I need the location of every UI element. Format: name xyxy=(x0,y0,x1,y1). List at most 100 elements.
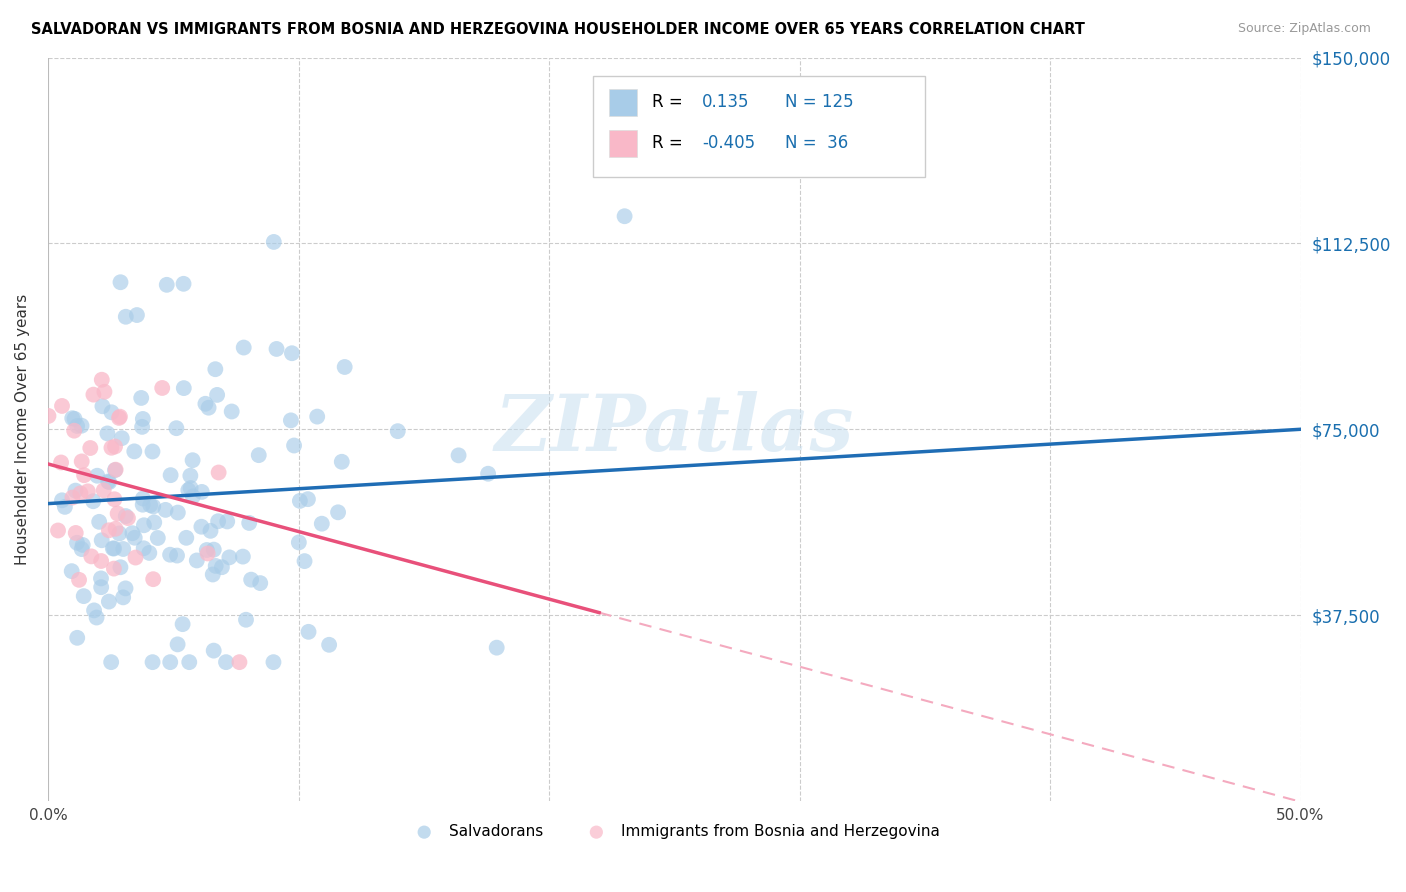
Point xyxy=(138,546,160,560)
Point xyxy=(318,638,340,652)
Point xyxy=(288,535,311,549)
Point xyxy=(207,514,229,528)
Point xyxy=(97,594,120,608)
Point xyxy=(90,554,112,568)
Point xyxy=(333,359,356,374)
Point xyxy=(330,455,353,469)
Point xyxy=(131,420,153,434)
Point xyxy=(200,524,222,538)
Point xyxy=(202,542,225,557)
Point xyxy=(179,468,201,483)
Point xyxy=(294,554,316,568)
Point xyxy=(173,381,195,395)
Point xyxy=(132,412,155,426)
Point xyxy=(66,535,89,549)
Point xyxy=(63,424,86,438)
Point xyxy=(60,564,83,578)
Point xyxy=(89,515,111,529)
Point xyxy=(281,346,304,360)
Point xyxy=(51,399,73,413)
Point xyxy=(83,603,105,617)
Text: Source: ZipAtlas.com: Source: ZipAtlas.com xyxy=(1237,22,1371,36)
Point xyxy=(173,277,195,291)
FancyBboxPatch shape xyxy=(609,129,637,156)
Point xyxy=(46,524,69,538)
Point xyxy=(191,484,214,499)
Text: R =: R = xyxy=(652,94,688,112)
Point xyxy=(202,643,225,657)
Point xyxy=(447,448,470,462)
Point xyxy=(156,277,179,292)
Point xyxy=(217,515,239,529)
Point xyxy=(90,571,112,585)
Point xyxy=(129,391,152,405)
Point xyxy=(172,617,194,632)
Point xyxy=(93,384,115,399)
Point xyxy=(93,483,115,498)
Point xyxy=(326,505,349,519)
Point xyxy=(232,341,254,355)
Point xyxy=(387,424,409,438)
Point xyxy=(107,507,129,521)
Point xyxy=(108,526,131,541)
Point xyxy=(280,413,302,427)
Point xyxy=(194,397,217,411)
Text: N =  36: N = 36 xyxy=(785,134,848,153)
Point xyxy=(104,463,127,477)
Text: SALVADORAN VS IMMIGRANTS FROM BOSNIA AND HERZEGOVINA HOUSEHOLDER INCOME OVER 65 : SALVADORAN VS IMMIGRANTS FROM BOSNIA AND… xyxy=(31,22,1085,37)
Point xyxy=(204,362,226,376)
Point xyxy=(103,541,125,556)
Point xyxy=(60,411,83,425)
Point xyxy=(90,580,112,594)
Point xyxy=(51,493,73,508)
Point xyxy=(297,624,319,639)
Point xyxy=(73,589,96,603)
Point xyxy=(249,576,271,591)
Point xyxy=(165,421,187,435)
Point xyxy=(235,613,257,627)
Point xyxy=(90,533,112,548)
Point xyxy=(86,610,108,624)
Point xyxy=(124,550,146,565)
Point xyxy=(67,573,90,587)
Point xyxy=(72,538,94,552)
Point xyxy=(205,388,228,402)
Point xyxy=(201,567,224,582)
Point xyxy=(215,655,238,669)
Point xyxy=(307,409,329,424)
Point xyxy=(238,516,260,530)
Text: -0.405: -0.405 xyxy=(702,134,755,153)
Point xyxy=(177,483,200,497)
Point xyxy=(104,440,127,454)
Point xyxy=(485,640,508,655)
Point xyxy=(132,541,155,556)
Point xyxy=(53,500,76,514)
Point xyxy=(112,541,135,556)
Point xyxy=(207,466,229,480)
Point xyxy=(103,561,125,575)
Point xyxy=(104,463,127,477)
Point xyxy=(150,381,173,395)
Point xyxy=(146,531,169,545)
Point xyxy=(70,542,93,557)
Point xyxy=(166,637,188,651)
Point xyxy=(108,409,131,424)
Point xyxy=(181,489,204,503)
FancyBboxPatch shape xyxy=(609,89,637,116)
Point xyxy=(266,342,288,356)
Point xyxy=(100,441,122,455)
Point xyxy=(65,483,87,498)
Point xyxy=(66,419,89,434)
Point xyxy=(124,444,146,458)
Point xyxy=(142,500,165,514)
Point xyxy=(613,209,636,223)
Point xyxy=(62,491,84,505)
Point xyxy=(288,494,311,508)
Point xyxy=(142,572,165,586)
Point xyxy=(90,373,112,387)
Point xyxy=(143,516,166,530)
Y-axis label: Householder Income Over 65 years: Householder Income Over 65 years xyxy=(15,293,30,565)
Point xyxy=(114,310,136,324)
Point xyxy=(66,631,89,645)
Point xyxy=(114,582,136,596)
